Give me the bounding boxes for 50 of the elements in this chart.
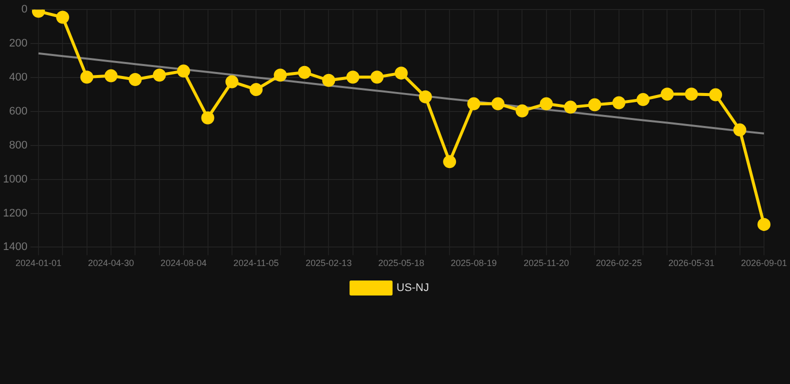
- point: [298, 66, 311, 79]
- y-tick-label: 600: [9, 105, 28, 118]
- point: [660, 88, 674, 101]
- point: [684, 88, 698, 101]
- y-tick-label: 800: [9, 139, 28, 152]
- point: [177, 64, 190, 78]
- point: [370, 70, 384, 84]
- point: [80, 70, 94, 84]
- point: [588, 98, 602, 112]
- x-tick-label: 2024-01-01: [15, 258, 62, 268]
- point: [394, 66, 408, 80]
- y-tick-label: 0: [21, 4, 28, 16]
- point: [346, 70, 360, 84]
- y-tick-label: 1200: [2, 207, 28, 220]
- point: [612, 96, 626, 110]
- point: [491, 97, 504, 110]
- point: [709, 88, 722, 102]
- point: [564, 100, 578, 114]
- x-tick-label: 2025-05-18: [378, 258, 424, 268]
- point: [418, 90, 432, 104]
- point: [757, 218, 770, 231]
- x-tick-label: 2025-08-19: [450, 258, 497, 268]
- point: [516, 104, 529, 118]
- x-tick-label: 2026-02-25: [596, 258, 642, 268]
- y-tick-label: 200: [9, 38, 28, 50]
- legend-label: US-NJ: [396, 282, 429, 294]
- point: [733, 123, 746, 136]
- point: [443, 155, 456, 168]
- point: [56, 10, 70, 24]
- x-tick-label: 2025-02-13: [306, 258, 352, 268]
- y-tick-label: 1000: [2, 173, 28, 186]
- point: [467, 97, 480, 110]
- y-tick-label: 400: [9, 72, 28, 84]
- x-tick-label: 2024-08-04: [160, 258, 207, 268]
- x-tick-label: 2026-05-31: [668, 258, 714, 268]
- point: [636, 93, 650, 106]
- point: [250, 83, 263, 96]
- point: [152, 68, 166, 82]
- point: [201, 111, 214, 124]
- x-tick-label: 2026-09-01: [740, 258, 788, 268]
- point: [225, 75, 238, 88]
- y-tick-label: 1400: [2, 241, 28, 254]
- point: [540, 97, 553, 110]
- x-tick-label: 2025-11-20: [524, 258, 570, 268]
- point: [128, 73, 142, 86]
- point: [322, 74, 336, 87]
- point: [104, 69, 118, 82]
- x-tick-label: 2024-11-05: [233, 258, 279, 268]
- x-tick-label: 2024-04-30: [88, 258, 134, 268]
- point: [274, 68, 287, 82]
